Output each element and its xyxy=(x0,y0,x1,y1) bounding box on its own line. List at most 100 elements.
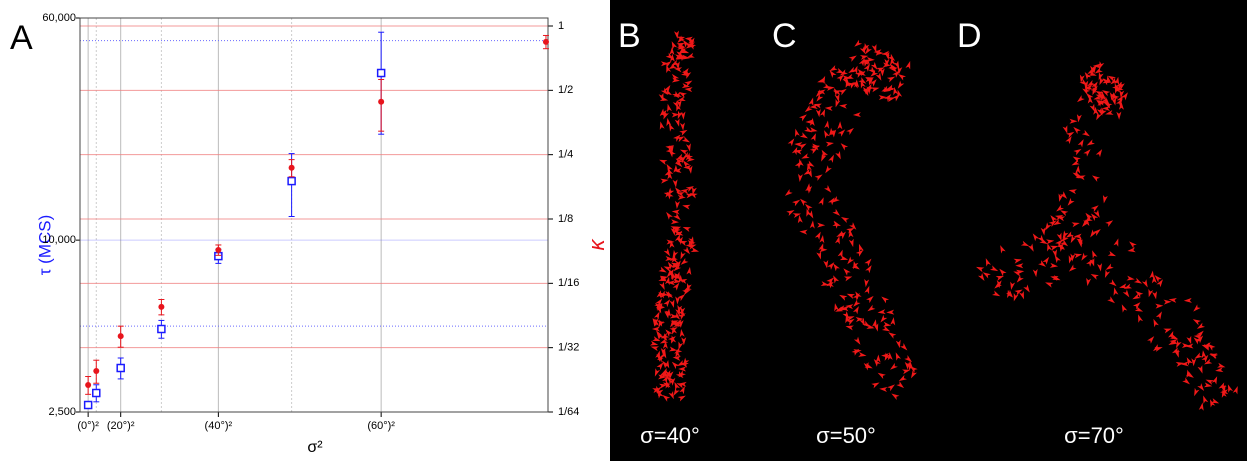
particle xyxy=(1019,291,1025,300)
particle xyxy=(1163,299,1172,305)
particle xyxy=(859,317,865,326)
particle xyxy=(677,308,686,317)
particle xyxy=(858,351,867,357)
particle xyxy=(666,239,675,245)
particle xyxy=(1062,230,1069,239)
particle xyxy=(671,112,680,118)
particle xyxy=(1081,252,1088,261)
particle xyxy=(1045,282,1054,288)
particle xyxy=(1107,75,1116,82)
particle xyxy=(672,282,680,291)
particle xyxy=(661,350,667,359)
particle xyxy=(882,321,892,327)
particle xyxy=(1182,377,1191,385)
particle xyxy=(1095,149,1103,158)
particle xyxy=(820,281,830,286)
point xyxy=(378,98,385,105)
particle xyxy=(891,393,900,400)
panel-letter: B xyxy=(618,17,641,55)
particle xyxy=(1210,398,1220,404)
particle xyxy=(835,306,844,312)
particle xyxy=(682,39,690,48)
particle xyxy=(825,141,834,147)
particle xyxy=(885,85,894,91)
particle xyxy=(672,355,681,361)
particle xyxy=(680,257,689,265)
particle xyxy=(683,246,691,255)
particle xyxy=(659,159,668,165)
particle xyxy=(1098,72,1104,81)
particle xyxy=(682,160,690,168)
particle xyxy=(689,193,698,199)
particle xyxy=(682,204,691,210)
particle xyxy=(1102,105,1111,111)
particle xyxy=(656,354,663,363)
particle xyxy=(866,57,875,63)
particle xyxy=(674,272,680,282)
particle xyxy=(878,94,887,100)
particle xyxy=(657,331,664,340)
particle xyxy=(1090,205,1099,213)
panel-letter: C xyxy=(772,17,797,55)
particle xyxy=(660,87,669,96)
x-tick-label: (60°)² xyxy=(367,420,395,432)
particle xyxy=(675,370,684,379)
particle xyxy=(879,386,888,392)
particle xyxy=(897,66,903,75)
particle xyxy=(672,179,678,188)
particle xyxy=(1105,109,1114,115)
particle xyxy=(840,143,849,151)
particle xyxy=(1185,371,1194,378)
particle xyxy=(670,226,679,232)
particle xyxy=(898,374,907,382)
particle xyxy=(653,311,660,320)
particle xyxy=(1127,247,1136,253)
particle xyxy=(797,215,803,224)
particle xyxy=(808,97,814,106)
particle xyxy=(841,230,846,240)
particle xyxy=(1072,156,1081,163)
particle xyxy=(893,60,900,69)
particle xyxy=(663,248,671,257)
particle xyxy=(675,200,681,209)
particle xyxy=(817,89,826,95)
particle xyxy=(828,197,835,206)
particle xyxy=(1133,277,1143,284)
particle xyxy=(691,186,697,195)
particle xyxy=(1071,159,1080,166)
particle xyxy=(679,329,685,338)
particle xyxy=(801,153,810,159)
particle xyxy=(1092,250,1098,259)
particle xyxy=(673,164,679,173)
particle xyxy=(884,352,891,361)
x-tick-label: (20°)² xyxy=(107,420,135,432)
particle xyxy=(659,337,669,344)
particle xyxy=(667,103,672,113)
particle xyxy=(1072,170,1079,179)
particle xyxy=(1060,210,1069,217)
point xyxy=(158,303,165,310)
particle xyxy=(673,264,682,272)
particle xyxy=(687,43,697,50)
particle xyxy=(671,361,680,370)
particle xyxy=(848,55,857,62)
particle xyxy=(1089,65,1097,74)
particle xyxy=(686,70,692,79)
particle xyxy=(1046,239,1055,245)
particle xyxy=(1056,243,1065,249)
particle xyxy=(680,111,686,120)
particle xyxy=(875,354,881,363)
particle xyxy=(1084,84,1093,90)
particle xyxy=(1056,204,1064,212)
particle xyxy=(672,326,677,335)
particle xyxy=(842,76,850,85)
particle xyxy=(1175,362,1185,367)
particle xyxy=(839,69,848,76)
particle xyxy=(668,63,677,70)
particle xyxy=(824,130,830,139)
particle xyxy=(873,323,879,332)
particle xyxy=(683,164,692,170)
particle xyxy=(1053,219,1062,226)
particle xyxy=(809,127,818,133)
particle xyxy=(1152,291,1157,300)
